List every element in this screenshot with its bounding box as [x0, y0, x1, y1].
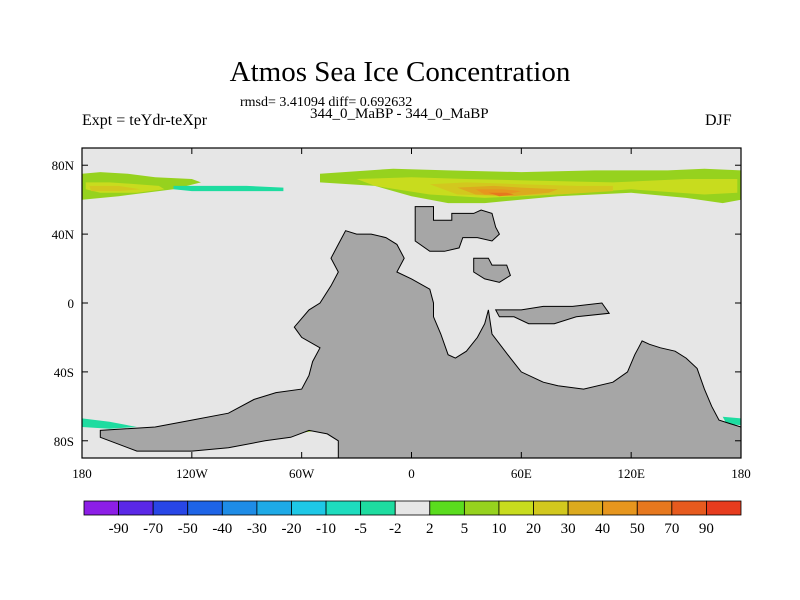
land-region-1 — [414, 206, 501, 252]
sea-ice-region-9 — [173, 185, 284, 192]
land-layer — [99, 206, 742, 459]
colorbar: -90 -70 -50 -40 -30 -20 -10 -5 -2 2 5 10 20 30 40 50 70 9… — [83, 500, 742, 537]
colorbar-swatch — [221, 500, 258, 516]
chart-title: Atmos Sea Ice Concentration — [229, 56, 571, 88]
colorbar-swatch — [325, 500, 362, 516]
period-label: 344_0_MaBP - 344_0_MaBP — [310, 106, 489, 122]
colorbar-label: 90 — [699, 521, 714, 537]
colorbar-swatch — [567, 500, 604, 516]
land-region-2 — [473, 257, 512, 283]
colorbar-swatch — [429, 500, 465, 516]
colorbar-label: 70 — [664, 521, 679, 537]
y-tick-label: 80S — [54, 434, 74, 449]
colorbar-swatch — [256, 500, 292, 516]
colorbar-label: -30 — [247, 521, 267, 537]
colorbar-label: -20 — [281, 521, 301, 537]
colorbar-swatch — [83, 500, 119, 516]
colorbar-swatch — [706, 500, 742, 516]
colorbar-swatch — [671, 500, 707, 516]
x-tick-label: 60E — [511, 466, 532, 481]
land-region-0 — [99, 230, 742, 459]
colorbar-label: 10 — [491, 521, 506, 537]
y-tick-label: 80N — [52, 158, 75, 173]
colorbar-label: -10 — [316, 521, 336, 537]
x-tick-label: 60W — [289, 466, 315, 481]
y-tick-label: 0 — [68, 296, 75, 311]
season-label: DJF — [705, 112, 732, 129]
colorbar-label: 5 — [461, 521, 469, 537]
x-tick-label: 0 — [408, 466, 415, 481]
colorbar-swatch — [152, 500, 189, 516]
x-tick-label: 120E — [617, 466, 645, 481]
colorbar-label: 50 — [630, 521, 645, 537]
colorbar-swatch — [463, 500, 500, 516]
x-tick-label: 180 — [72, 466, 92, 481]
experiment-label: Expt = teYdr-teXpr — [82, 112, 208, 129]
colorbar-label: -70 — [143, 521, 163, 537]
sea-ice-region-13 — [82, 418, 137, 429]
colorbar-swatch — [498, 500, 534, 516]
colorbar-label: 2 — [426, 521, 434, 537]
x-tick-label: 180 — [731, 466, 751, 481]
colorbar-label: -90 — [109, 521, 129, 537]
axis-layer: 180 120W 60W 0 60E 120E 180 80N 40N 0 40S 80S — [52, 148, 751, 481]
y-tick-label: 40S — [54, 365, 74, 380]
x-tick-label: 120W — [176, 466, 209, 481]
land-region-3 — [494, 302, 611, 325]
colorbar-swatch — [360, 500, 396, 516]
colorbar-label: 30 — [561, 521, 576, 537]
stats-label: rmsd= 3.41094 diff= 0.692632 — [240, 95, 413, 110]
colorbar-label: -5 — [354, 521, 367, 537]
colorbar-swatch — [394, 500, 431, 516]
y-tick-label: 40N — [52, 227, 75, 242]
colorbar-label: -40 — [212, 521, 232, 537]
sea-ice-region-7 — [475, 189, 522, 195]
colorbar-label: 20 — [526, 521, 541, 537]
colorbar-swatch — [636, 500, 673, 516]
colorbar-swatch — [187, 500, 223, 516]
colorbar-label: -2 — [389, 521, 402, 537]
sea-ice-region-2 — [89, 185, 141, 192]
colorbar-label: 40 — [595, 521, 610, 537]
sea-ice-region-8 — [488, 192, 514, 197]
colorbar-swatch — [602, 500, 638, 516]
colorbar-label: -50 — [178, 521, 198, 537]
colorbar-swatch — [291, 500, 327, 516]
colorbar-swatch — [533, 500, 569, 516]
colorbar-swatch — [118, 500, 154, 516]
